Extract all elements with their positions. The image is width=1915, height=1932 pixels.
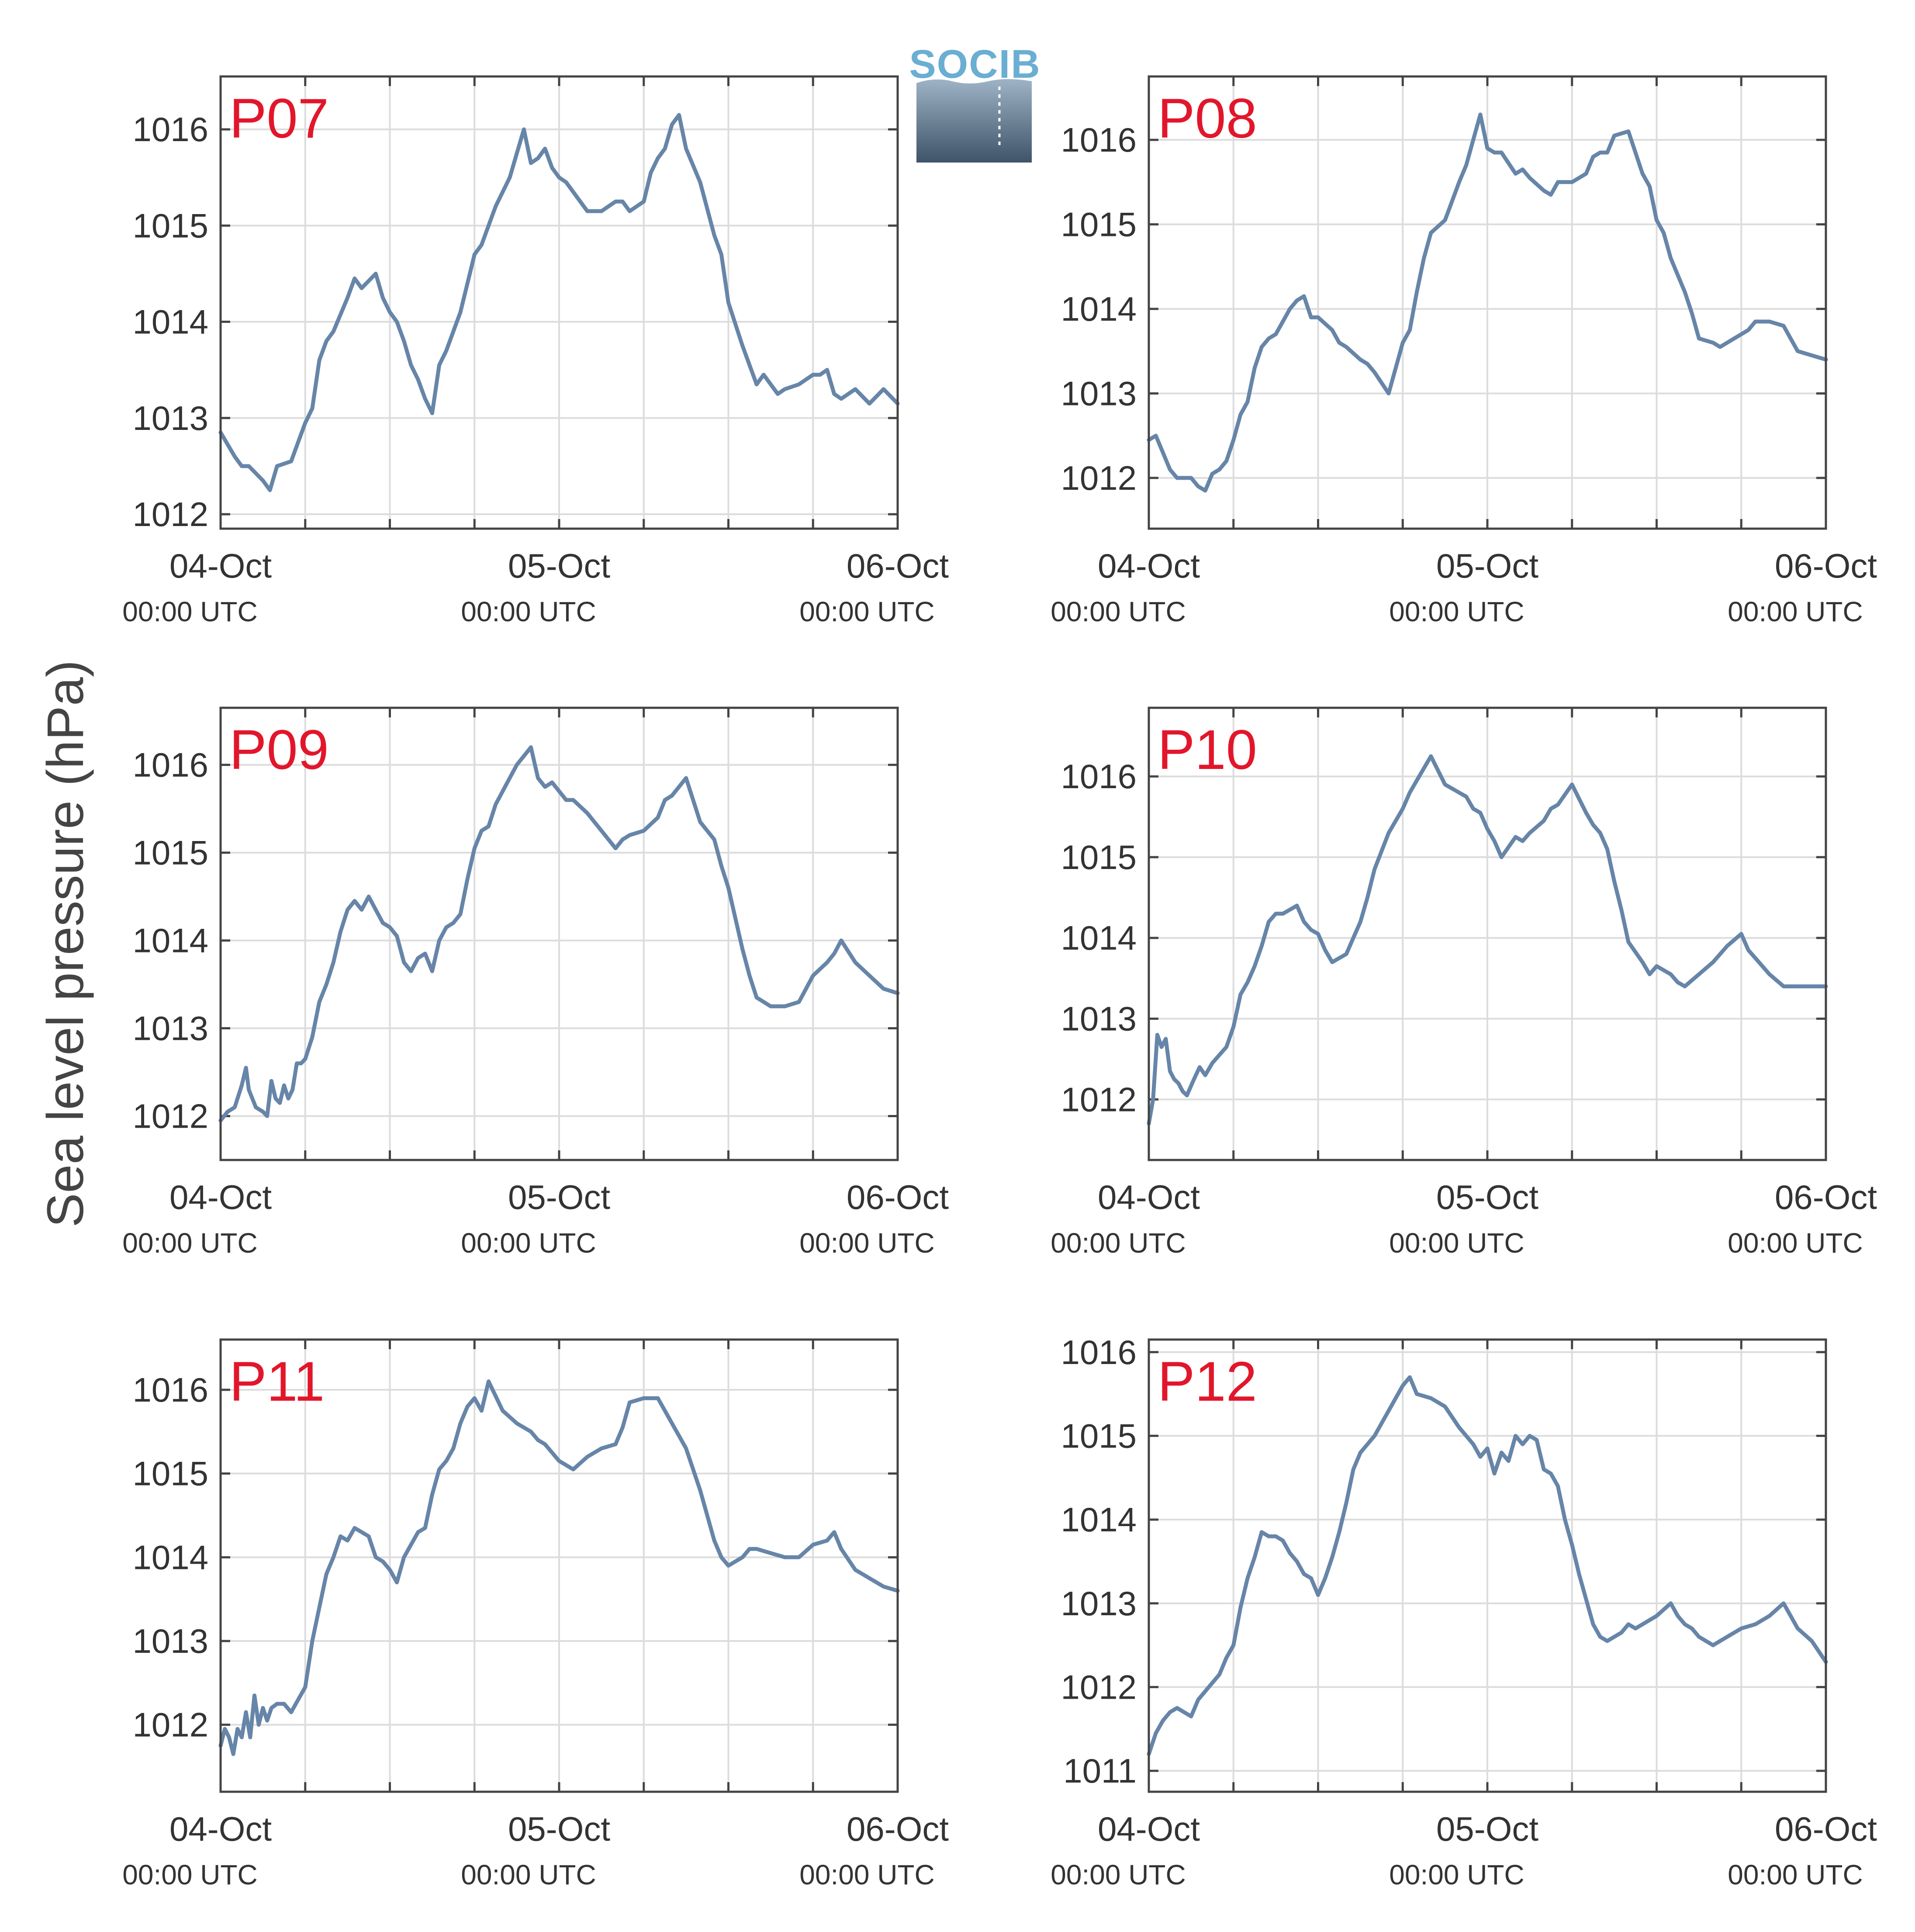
x-tick-label-time: 00:00 UTC — [461, 596, 596, 627]
y-tick-label: 1013 — [132, 1622, 208, 1660]
panel-label: P07 — [229, 87, 329, 150]
panel-label: P10 — [1158, 719, 1257, 781]
y-tick-label: 1012 — [1061, 1668, 1137, 1706]
x-tick-label-date: 06-Oct — [847, 1810, 949, 1848]
x-tick-label-time: 00:00 UTC — [799, 1859, 934, 1890]
x-tick-label-time: 00:00 UTC — [1728, 596, 1863, 627]
y-tick-label: 1014 — [1061, 290, 1137, 328]
x-tick-label-date: 05-Oct — [508, 547, 610, 585]
x-tick-label-date: 06-Oct — [847, 1178, 949, 1216]
panel-p08: 1012 1013 1014 1015 1016 04-Oct 00:00 UTC 05-Oc… — [1051, 75, 1877, 627]
plot-frame — [1148, 1338, 1827, 1793]
y-tick-label: 1014 — [1061, 1500, 1137, 1539]
y-tick-label: 1013 — [132, 399, 208, 437]
x-tick-label-time: 00:00 UTC — [1051, 596, 1186, 627]
x-tick-label-time: 00:00 UTC — [799, 596, 934, 627]
y-tick-label: 1015 — [132, 1454, 208, 1493]
x-tick-label-time: 00:00 UTC — [799, 1227, 934, 1259]
x-tick-label-date: 04-Oct — [169, 1178, 272, 1216]
panel-p10: 1012 1013 1014 1015 1016 04-Oct 00:00 UTC 05-Oc… — [1051, 706, 1877, 1259]
panel-label: P12 — [1158, 1350, 1257, 1413]
panel-p12: 1011 1012 1013 1014 1015 1016 04-Oct 00:00 UTC 0… — [1051, 1333, 1877, 1890]
x-tick-label-date: 05-Oct — [508, 1178, 610, 1216]
x-tick-label-time: 00:00 UTC — [122, 1227, 257, 1259]
x-tick-label-time: 00:00 UTC — [122, 596, 257, 627]
x-tick-label-date: 05-Oct — [1436, 1810, 1538, 1848]
x-tick-label-time: 00:00 UTC — [1389, 596, 1524, 627]
y-tick-label: 1012 — [132, 495, 208, 533]
y-tick-label: 1012 — [132, 1097, 208, 1136]
x-tick-label-time: 00:00 UTC — [1728, 1227, 1863, 1259]
panel-label: P09 — [229, 719, 329, 781]
series-line-p08 — [1147, 112, 1828, 493]
y-tick-label: 1016 — [1061, 1333, 1137, 1371]
x-tick-label-date: 06-Oct — [1775, 547, 1877, 585]
panel-p09: 1012 1013 1014 1015 1016 04-Oct 00:00 UTC 05-Oc… — [122, 706, 949, 1259]
x-tick-label-date: 05-Oct — [1436, 1178, 1538, 1216]
x-tick-label-date: 04-Oct — [1098, 1810, 1200, 1848]
panel-p11: 1012 1013 1014 1015 1016 04-Oct 00:00 UTC 05-Oc… — [122, 1338, 949, 1890]
x-tick-label-date: 04-Oct — [1098, 1178, 1200, 1216]
x-tick-label-time: 00:00 UTC — [1051, 1859, 1186, 1890]
panel-label: P08 — [1158, 87, 1257, 150]
y-tick-label: 1016 — [1061, 757, 1137, 796]
y-tick-label: 1014 — [132, 303, 208, 341]
y-tick-label: 1012 — [1061, 1080, 1137, 1118]
y-tick-label: 1011 — [1063, 1752, 1137, 1790]
plot-frame — [219, 1338, 899, 1793]
series-line-p11 — [218, 1379, 900, 1756]
plot-frame — [219, 706, 899, 1161]
socib-logo-text: SOCIB — [909, 42, 1040, 87]
x-tick-label-time: 00:00 UTC — [1389, 1859, 1524, 1890]
x-tick-label-date: 06-Oct — [1775, 1810, 1877, 1848]
x-tick-label-time: 00:00 UTC — [461, 1859, 596, 1890]
x-tick-label-date: 04-Oct — [169, 547, 272, 585]
x-tick-label-time: 00:00 UTC — [1728, 1859, 1863, 1890]
y-tick-label: 1015 — [132, 206, 208, 245]
socib-logo-wave — [916, 79, 1032, 163]
y-tick-label: 1014 — [132, 921, 208, 960]
y-tick-label: 1016 — [132, 110, 208, 149]
panel-label: P11 — [229, 1350, 325, 1413]
y-tick-label: 1014 — [132, 1538, 208, 1576]
y-tick-label: 1016 — [132, 746, 208, 784]
y-tick-label: 1014 — [1061, 919, 1137, 957]
x-tick-label-time: 00:00 UTC — [122, 1859, 257, 1890]
panel-p07: 1012 1013 1014 1015 1016 04-Oct 00:00 UTC 05-Oc… — [122, 75, 949, 627]
y-tick-label: 1013 — [1061, 374, 1137, 412]
series-line-p10 — [1147, 754, 1828, 1126]
plot-frame — [219, 75, 899, 530]
x-tick-label-date: 06-Oct — [1775, 1178, 1877, 1216]
x-tick-label-date: 04-Oct — [169, 1810, 272, 1848]
x-tick-label-date: 04-Oct — [1098, 547, 1200, 585]
x-tick-label-date: 06-Oct — [847, 547, 949, 585]
plot-frame — [1148, 75, 1827, 530]
series-line-p07 — [218, 113, 900, 492]
series-line-p09 — [218, 745, 900, 1123]
y-tick-label: 1016 — [1061, 121, 1137, 159]
y-tick-label: 1012 — [1061, 459, 1137, 497]
y-tick-label: 1012 — [132, 1706, 208, 1744]
x-tick-label-time: 00:00 UTC — [1051, 1227, 1186, 1259]
socib-logo: SOCIB — [909, 42, 1040, 163]
x-tick-label-date: 05-Oct — [508, 1810, 610, 1848]
y-axis-label: Sea level pressure (hPa) — [37, 660, 94, 1228]
y-tick-label: 1015 — [1061, 838, 1137, 876]
y-tick-label: 1013 — [132, 1009, 208, 1048]
y-tick-label: 1015 — [1061, 205, 1137, 244]
y-tick-label: 1015 — [132, 834, 208, 872]
y-tick-label: 1013 — [1061, 1584, 1137, 1623]
x-tick-label-date: 05-Oct — [1436, 547, 1538, 585]
plot-frame — [1148, 706, 1827, 1161]
y-tick-label: 1015 — [1061, 1416, 1137, 1455]
x-tick-label-time: 00:00 UTC — [1389, 1227, 1524, 1259]
y-tick-label: 1016 — [132, 1371, 208, 1409]
y-tick-label: 1013 — [1061, 1000, 1137, 1038]
series-line-p12 — [1147, 1375, 1828, 1756]
x-tick-label-time: 00:00 UTC — [461, 1227, 596, 1259]
